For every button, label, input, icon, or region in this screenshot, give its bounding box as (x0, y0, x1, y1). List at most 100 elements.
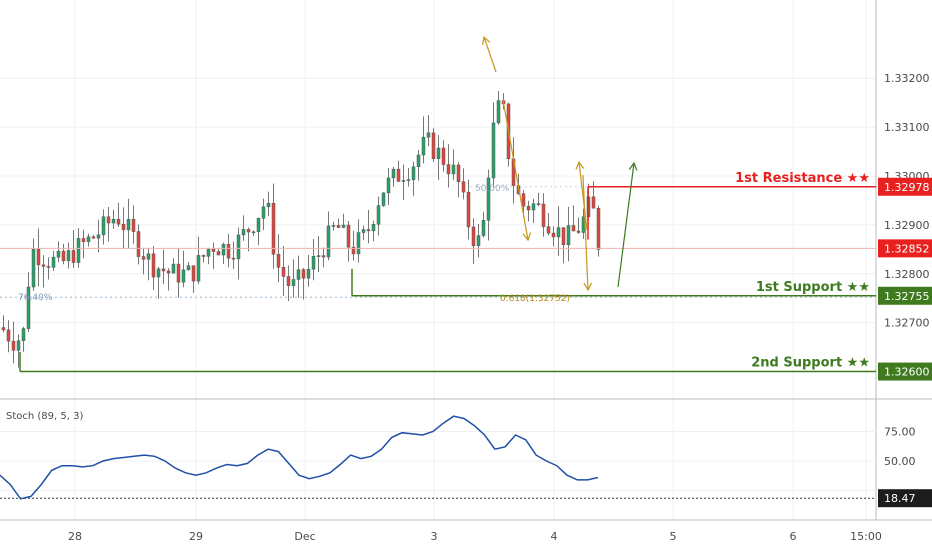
candle-body (36, 248, 41, 266)
candle-body (451, 164, 456, 175)
candle-body (76, 238, 81, 263)
level-price-badge (878, 286, 932, 305)
candle-body (46, 266, 51, 268)
candle-body (401, 180, 406, 182)
candle-body (536, 203, 541, 205)
candle-body (441, 147, 446, 165)
stoch-series-line (0, 415, 599, 500)
candle-body (306, 268, 311, 279)
x-tick-label: 15:00 (850, 530, 882, 543)
candle-body (331, 225, 336, 227)
candle-body (416, 154, 421, 168)
stoch-tick-label: 50.00 (884, 455, 916, 468)
candle-body (301, 269, 306, 279)
candle-body (361, 229, 366, 233)
y-tick-label: 1.32700 (884, 317, 930, 330)
candle-body (271, 202, 276, 255)
y-tick-label: 1.32800 (884, 268, 930, 281)
stoch-tick-label: 75.00 (884, 426, 916, 439)
candle-body (481, 219, 486, 236)
candle-body (371, 224, 376, 232)
candle-body (556, 227, 561, 238)
candle-body (276, 253, 281, 268)
candle-body (596, 207, 601, 250)
candle-body (176, 263, 181, 283)
candle-body (426, 132, 431, 138)
candle-body (266, 202, 271, 208)
candle-body (16, 340, 21, 351)
level-price-badge-text: 1.32600 (884, 366, 930, 379)
candle-body (466, 191, 471, 228)
candle-body (341, 224, 346, 228)
candle-body (56, 250, 61, 258)
candle-body (216, 251, 221, 256)
level-price-badge-text: 1.32755 (884, 290, 930, 303)
candle-body (566, 225, 571, 246)
candle-body (296, 269, 301, 280)
candle-body (421, 136, 426, 156)
y-tick-label: 1.33100 (884, 121, 930, 134)
level-price-badge (878, 362, 932, 381)
candle-body (311, 255, 316, 270)
candle-body (261, 206, 266, 219)
candle-body (551, 232, 556, 238)
candle-body (156, 268, 161, 278)
candle-body (201, 255, 206, 257)
candle-body (486, 177, 491, 221)
current-price-badge-text: 1.32852 (884, 242, 930, 255)
candle-body (321, 255, 326, 258)
candle-body (381, 192, 386, 206)
candle-body (571, 225, 576, 232)
arrow-up-peak-head (482, 35, 491, 45)
candle-body (286, 276, 291, 286)
candle-body (386, 177, 391, 194)
candle-body (71, 250, 76, 263)
arrow-down-1-head (522, 232, 532, 242)
candle-body (96, 234, 101, 239)
candle-body (246, 229, 251, 233)
x-tick-label: 29 (189, 530, 203, 543)
stoch-current-badge-text: 18.47 (884, 492, 916, 505)
current-price-badge (878, 239, 932, 258)
candle-body (391, 168, 396, 179)
candle-body (461, 181, 466, 193)
candle-body (411, 166, 416, 180)
x-tick-label: 5 (670, 530, 677, 543)
arrow-down-2-head (583, 282, 593, 292)
candle-body (166, 270, 171, 274)
fib-76-label: 76.40% (18, 293, 53, 303)
candle-body (11, 340, 16, 351)
candle-body (21, 328, 26, 341)
level-label: 1st Resistance ★★ (735, 171, 870, 186)
candle-body (531, 203, 536, 211)
candle-body (161, 268, 166, 272)
candle-body (576, 230, 581, 233)
candle-body (236, 234, 241, 260)
x-tick-label: 3 (431, 530, 438, 543)
candle-body (351, 246, 356, 255)
candle-body (336, 225, 341, 228)
x-tick-label: 28 (68, 530, 82, 543)
candle-body (191, 265, 196, 282)
candle-body (366, 229, 371, 232)
candle-body (251, 231, 256, 234)
arrow-target-up (617, 162, 635, 288)
candle-body (211, 248, 216, 252)
level-price-badge (878, 177, 932, 196)
candle-body (181, 269, 186, 283)
candle-body (81, 238, 86, 242)
candle-body (136, 231, 141, 257)
candle-body (121, 223, 126, 231)
candle-body (471, 226, 476, 247)
y-tick-label: 1.32900 (884, 219, 930, 232)
candle-body (591, 196, 596, 209)
candle-body (131, 219, 136, 232)
candle-body (86, 236, 91, 242)
arrow-down-1 (502, 99, 529, 241)
candle-body (496, 100, 501, 124)
candle-body (326, 225, 331, 258)
candle-body (346, 224, 351, 248)
candle-body (406, 179, 411, 181)
